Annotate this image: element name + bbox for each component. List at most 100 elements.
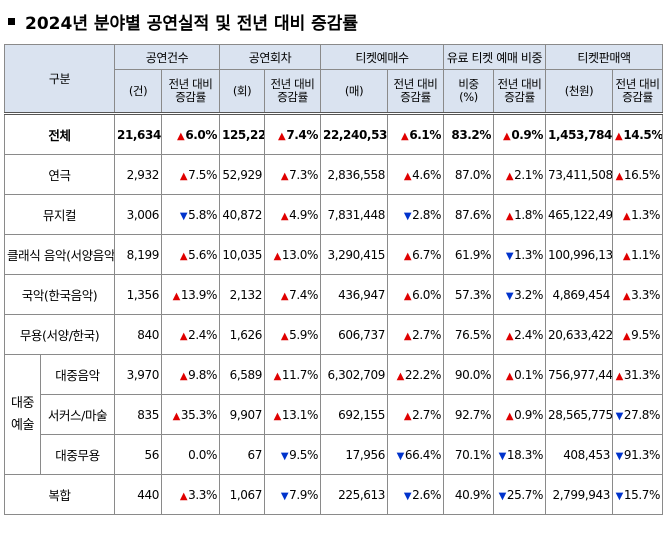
value-cell: 9,907 bbox=[219, 394, 265, 435]
up-triangle-icon: ▲ bbox=[177, 130, 185, 142]
header-group: 유료 티켓 예매 비중 bbox=[443, 44, 547, 70]
table-row: 클래식 음악(서양음악) 8,199 ▲5.6% 10,035 ▲13.0% 3,290,… bbox=[4, 234, 664, 275]
down-triangle-icon: ▼ bbox=[498, 450, 507, 462]
change-cell: ▲3.3% bbox=[612, 274, 664, 315]
title-text: 2024년 분야별 공연실적 및 전년 대비 증감률 bbox=[25, 13, 359, 34]
up-triangle-icon: ▲ bbox=[505, 330, 514, 342]
value-cell: 57.3% bbox=[443, 274, 495, 315]
value-cell: 90.0% bbox=[443, 354, 495, 395]
change-cell: ▲2.4% bbox=[161, 314, 220, 355]
up-triangle-icon: ▲ bbox=[273, 410, 282, 422]
change-cell: ▲5.6% bbox=[161, 234, 220, 275]
change-cell: ▲7.4% bbox=[264, 112, 321, 155]
change-cell: ▼1.3% bbox=[493, 234, 547, 275]
row-label: 클래식 음악(서양음악) bbox=[4, 234, 115, 275]
up-triangle-icon: ▲ bbox=[179, 170, 188, 182]
up-triangle-icon: ▲ bbox=[615, 130, 623, 142]
table-row: 전체21,634▲6.0%125,224▲7.4%22,240,538▲6.1%… bbox=[4, 112, 664, 155]
up-triangle-icon: ▲ bbox=[622, 330, 631, 342]
header-group: 티켓판매액 bbox=[545, 44, 664, 70]
header-group: 공연회차 bbox=[219, 44, 321, 70]
value-cell: 3,970 bbox=[114, 354, 162, 395]
down-triangle-icon: ▼ bbox=[179, 210, 188, 222]
value-cell: 8,199 bbox=[114, 234, 162, 275]
change-cell: ▼18.3% bbox=[493, 434, 547, 475]
value-cell: 40.9% bbox=[443, 474, 495, 515]
change-cell: ▼5.8% bbox=[161, 194, 220, 235]
header-unit: (회) bbox=[219, 69, 265, 114]
header-change: 전년 대비 증감률 bbox=[161, 69, 220, 114]
change-cell: ▲13.0% bbox=[264, 234, 321, 275]
header-unit: (천원) bbox=[545, 69, 614, 114]
value-cell: 73,411,508 bbox=[545, 154, 614, 195]
up-triangle-icon: ▲ bbox=[401, 130, 409, 142]
table-row: 국악(한국음악) 1,356 ▲13.9% 2,132 ▲7.4% 436,947 ▲6.0… bbox=[4, 274, 664, 315]
change-cell: ▼9.5% bbox=[264, 434, 321, 475]
value-cell: 40,872 bbox=[219, 194, 265, 235]
down-triangle-icon: ▼ bbox=[505, 250, 514, 262]
value-cell: 52,929 bbox=[219, 154, 265, 195]
down-triangle-icon: ▼ bbox=[615, 410, 624, 422]
value-cell: 61.9% bbox=[443, 234, 495, 275]
up-triangle-icon: ▲ bbox=[172, 290, 181, 302]
value-cell: 2,799,943 bbox=[545, 474, 614, 515]
performance-table: 구분 공연건수 공연회차 티켓예매수 유료 티켓 예매 비중 티켓판매액 (건) 전년 대비 증… bbox=[4, 44, 664, 515]
change-cell: ▼3.2% bbox=[493, 274, 547, 315]
change-cell: ▲0.9% bbox=[493, 394, 547, 435]
header-group: 티켓예매수 bbox=[319, 44, 445, 70]
page-title: 2024년 분야별 공연실적 및 전년 대비 증감률 bbox=[8, 6, 358, 36]
up-triangle-icon: ▲ bbox=[273, 370, 282, 382]
change-cell: ▲22.2% bbox=[386, 354, 445, 395]
value-cell: 6,302,709 bbox=[320, 354, 388, 395]
value-cell: 225,613 bbox=[320, 474, 388, 515]
header-change: 전년 대비 증감률 bbox=[386, 69, 445, 114]
value-cell: 17,956 bbox=[320, 434, 388, 475]
up-triangle-icon: ▲ bbox=[403, 250, 412, 262]
row-label: 뮤지컬 bbox=[4, 194, 115, 235]
up-triangle-icon: ▲ bbox=[396, 370, 405, 382]
change-cell: ▼2.8% bbox=[386, 194, 445, 235]
change-cell: ▲4.6% bbox=[386, 154, 445, 195]
value-cell: 756,977,444 bbox=[545, 354, 614, 395]
change-cell: ▲6.7% bbox=[386, 234, 445, 275]
header-group: 공연건수 bbox=[114, 44, 220, 70]
up-triangle-icon: ▲ bbox=[179, 330, 188, 342]
change-cell: ▲2.4% bbox=[493, 314, 547, 355]
change-cell: ▲13.9% bbox=[161, 274, 220, 315]
up-triangle-icon: ▲ bbox=[280, 330, 289, 342]
value-cell: 4,869,454 bbox=[545, 274, 614, 315]
up-triangle-icon: ▲ bbox=[280, 290, 289, 302]
value-cell: 1,626 bbox=[219, 314, 265, 355]
bullet-square-icon bbox=[8, 17, 15, 25]
change-cell: ▲6.1% bbox=[386, 112, 445, 155]
change-cell: ▲2.7% bbox=[386, 314, 445, 355]
change-cell: ▲13.1% bbox=[264, 394, 321, 435]
change-cell: ▲2.7% bbox=[386, 394, 445, 435]
change-cell: ▲6.0% bbox=[386, 274, 445, 315]
change-cell: ▼15.7% bbox=[612, 474, 664, 515]
table-row: 대중 예술 대중음악 3,970 ▲9.8% 6,589 ▲11.7% 6,302,709 ▲2… bbox=[4, 354, 664, 475]
change-cell: ▲31.3% bbox=[612, 354, 664, 395]
change-cell: ▲14.5% bbox=[612, 112, 664, 155]
value-cell: 6,589 bbox=[219, 354, 265, 395]
row-label: 서커스/마술 bbox=[40, 394, 115, 435]
change-cell: ▲35.3% bbox=[161, 394, 220, 435]
value-cell: 7,831,448 bbox=[320, 194, 388, 235]
up-triangle-icon: ▲ bbox=[280, 210, 289, 222]
change-cell: ▲9.5% bbox=[612, 314, 664, 355]
up-triangle-icon: ▲ bbox=[505, 210, 514, 222]
table-row: 복합 440 ▲3.3% 1,067 ▼7.9% 225,613 ▼2.6% 40.9% ▼25… bbox=[4, 474, 664, 515]
header-unit: (건) bbox=[114, 69, 162, 114]
up-triangle-icon: ▲ bbox=[403, 410, 412, 422]
up-triangle-icon: ▲ bbox=[505, 410, 514, 422]
change-cell: ▲3.3% bbox=[161, 474, 220, 515]
down-triangle-icon: ▼ bbox=[615, 490, 624, 502]
change-cell: ▲4.9% bbox=[264, 194, 321, 235]
header-category: 구분 bbox=[4, 44, 115, 114]
up-triangle-icon: ▲ bbox=[403, 330, 412, 342]
up-triangle-icon: ▲ bbox=[505, 370, 514, 382]
table-row: 뮤지컬 3,006 ▼5.8% 40,872 ▲4.9% 7,831,448 ▼2.8% 87… bbox=[4, 194, 664, 235]
up-triangle-icon: ▲ bbox=[280, 170, 289, 182]
value-cell: 20,633,422 bbox=[545, 314, 614, 355]
table-row: 연극 2,932 ▲7.5% 52,929 ▲7.3% 2,836,558 ▲4.6% 87.… bbox=[4, 154, 664, 195]
